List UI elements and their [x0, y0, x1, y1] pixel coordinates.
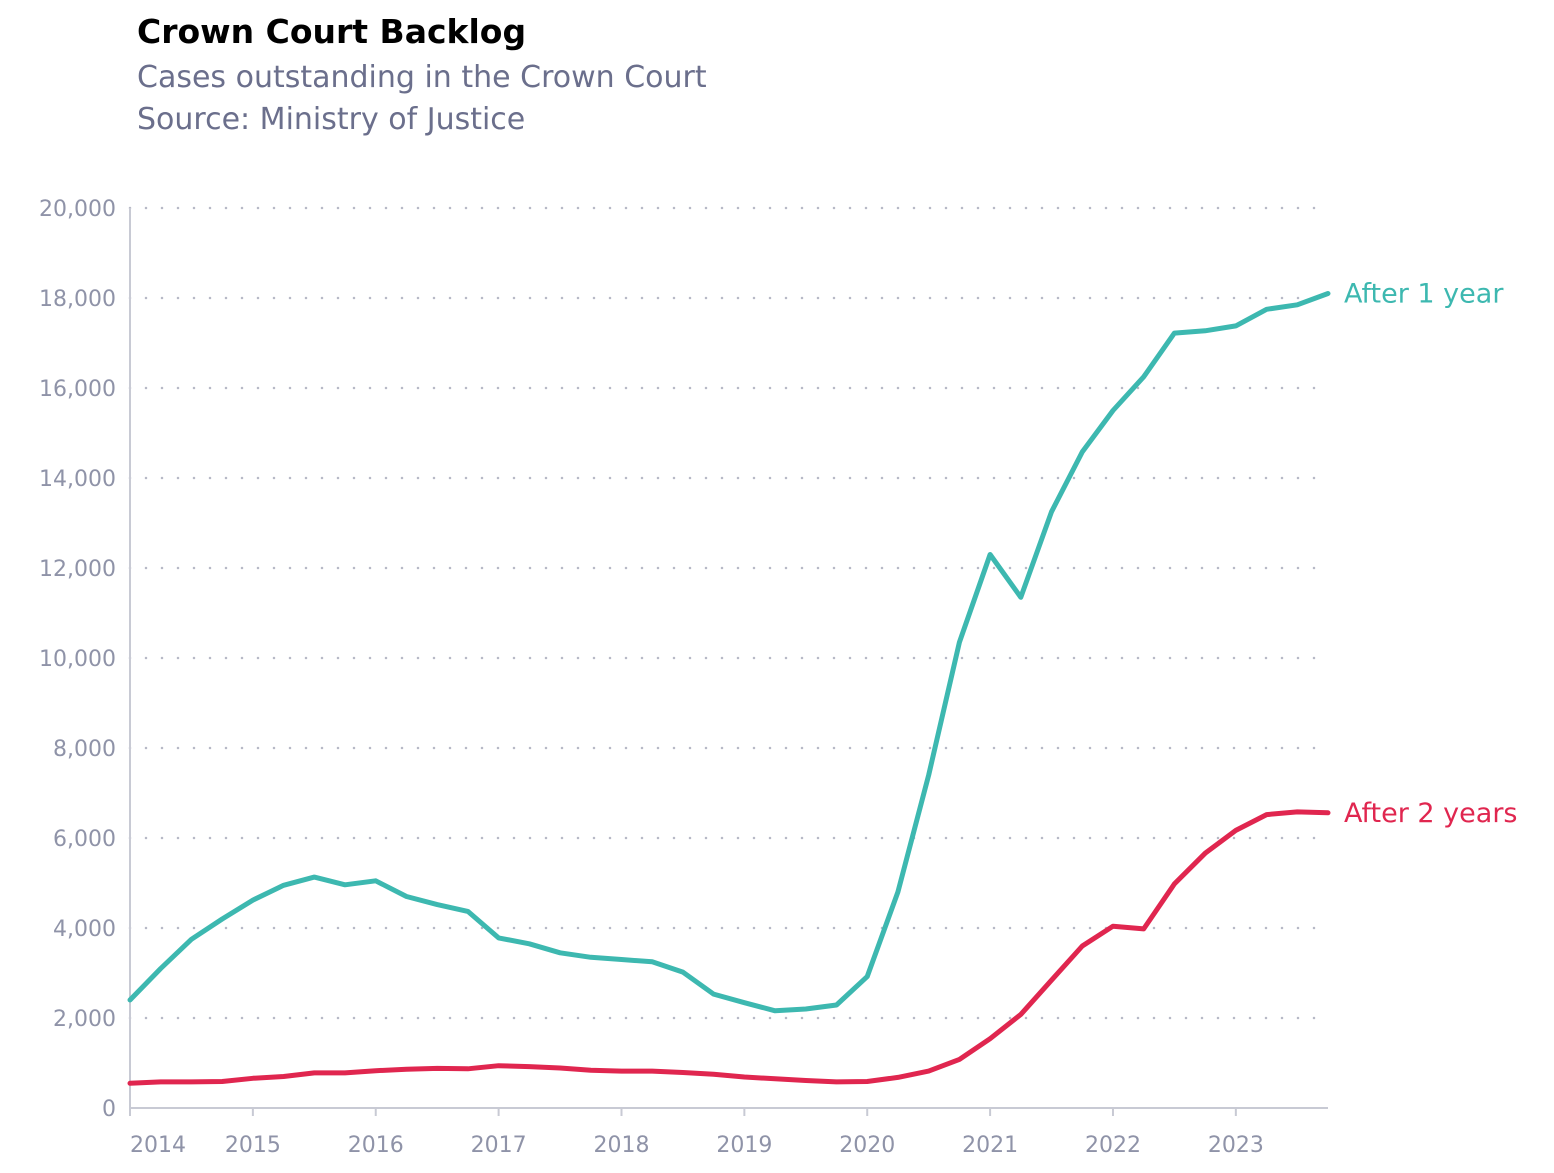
chart-subtitle: Cases outstanding in the Crown Court — [137, 60, 707, 95]
x-tick-label: 2016 — [348, 1133, 404, 1158]
y-tick-label: 4,000 — [53, 917, 116, 942]
x-tick-label: 2014 — [130, 1133, 186, 1158]
x-tick-label: 2021 — [962, 1133, 1018, 1158]
series-line-2 — [127, 809, 1331, 1086]
x-tick-label: 2017 — [471, 1133, 527, 1158]
x-tick-label: 2018 — [593, 1133, 649, 1158]
x-tick-label: 2019 — [716, 1133, 772, 1158]
y-tick-label: 2,000 — [53, 1007, 116, 1032]
chart-source: Source: Ministry of Justice — [137, 102, 526, 137]
series-lines — [127, 291, 1331, 1086]
y-tick-label: 0 — [102, 1097, 116, 1122]
x-tick-label: 2022 — [1085, 1133, 1141, 1158]
y-tick-label: 16,000 — [39, 377, 116, 402]
chart-title: Crown Court Backlog — [137, 12, 527, 51]
y-tick-label: 6,000 — [53, 827, 116, 852]
y-tick-label: 12,000 — [39, 557, 116, 582]
axes: 0 2,000 4,000 6,000 8,000 10,000 12,000 14,000 1… — [39, 197, 1328, 1158]
series-labels: After 1 year After 2 years — [1344, 279, 1517, 829]
series-label-1: After 1 year — [1344, 279, 1504, 310]
x-tick-label: 2015 — [225, 1133, 281, 1158]
y-tick-label: 20,000 — [39, 197, 116, 222]
x-tick-label: 2020 — [839, 1133, 895, 1158]
series-label-2: After 2 years — [1344, 798, 1517, 829]
x-tick-label: 2023 — [1208, 1133, 1264, 1158]
y-tick-label: 8,000 — [53, 737, 116, 762]
gridlines — [128, 206, 1330, 1020]
y-tick-label: 14,000 — [39, 467, 116, 492]
y-tick-label: 10,000 — [39, 647, 116, 672]
series-line-1 — [127, 291, 1331, 1014]
y-tick-label: 18,000 — [39, 287, 116, 312]
